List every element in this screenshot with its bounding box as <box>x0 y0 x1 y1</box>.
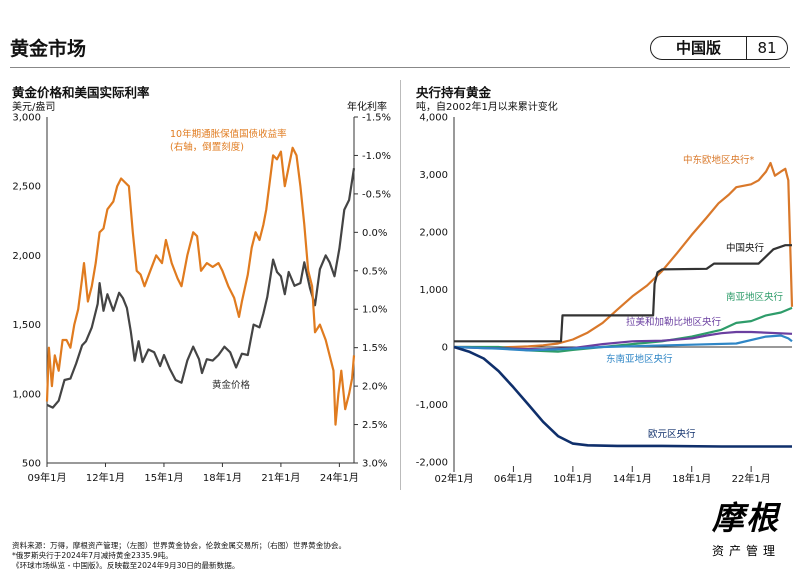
right-chart-x-tick-label: 18年1月 <box>672 472 711 485</box>
left-chart-right-tick-label: 2.5% <box>362 420 387 431</box>
right-chart-y-tick-label: 0 <box>442 343 448 354</box>
cee-central-bank-line <box>454 161 794 349</box>
left-chart-left-tick-label: 1,500 <box>12 320 41 331</box>
left-chart-right-tick-label: 3.0% <box>362 459 387 470</box>
right-chart-y-tick-label: -1,000 <box>416 400 448 411</box>
page-title: 黄金市场 <box>10 38 87 60</box>
right-chart-x-tick-label: 06年1月 <box>494 472 533 485</box>
left-chart-ylabel-left: 美元/盎司 <box>12 102 56 113</box>
left-chart-x-tick-label: 18年1月 <box>203 471 242 484</box>
left-chart-x-tick-label: 21年1月 <box>261 471 300 484</box>
right-chart-y-tick-label: -2,000 <box>416 458 448 469</box>
jp-morgan-logo: 摩根 资产管理 <box>700 500 792 559</box>
edition-tag: 中国版 81 <box>650 36 788 60</box>
right-chart-x-tick-label: 02年1月 <box>434 472 473 485</box>
right-chart-subtitle: 吨，自2002年1月以来累计变化 <box>416 102 558 113</box>
left-chart-right-tick-label: -0.5% <box>362 189 391 200</box>
left-chart-left-tick-label: 2,000 <box>12 251 41 262</box>
south-asia-central-bank-label: 南亚地区央行 <box>726 291 784 303</box>
china-central-bank-line <box>454 244 792 343</box>
left-chart-right-tick-label: -1.5% <box>362 113 391 124</box>
page-number: 81 <box>757 39 777 57</box>
right-chart-y-tick-label: 3,000 <box>419 170 448 181</box>
left-chart-ylabel-right: 年化利率 <box>347 102 387 113</box>
tips-yield-line <box>45 146 356 426</box>
right-chart-y-tick-label: 2,000 <box>419 228 448 239</box>
left-chart-right-tick-label: 1.5% <box>362 343 387 354</box>
right-chart-x-tick-label: 14年1月 <box>613 472 652 485</box>
eurozone-central-bank-label: 欧元区央行 <box>648 428 696 440</box>
china-central-bank-label: 中国央行 <box>726 242 765 254</box>
footnote-date: 《环球市场纵览 - 中国版》。反映截至2024年9月30日的最新数据。 <box>12 560 240 570</box>
tips-yield-annotation: 10年期通胀保值国债收益率 <box>170 128 287 140</box>
gold-price-annotation: 黄金价格 <box>212 379 251 391</box>
left-chart-left-tick-label: 1,000 <box>12 389 41 400</box>
edition-label: 中国版 <box>651 37 747 59</box>
right-chart-x-tick-label: 10年1月 <box>553 472 592 485</box>
southeast-asia-central-bank-line <box>453 334 793 352</box>
right-chart-title: 央行持有黄金 <box>416 85 492 100</box>
left-chart-right-tick-label: 2.0% <box>362 382 387 393</box>
latam-central-bank-label: 拉美和加勒比地区央行 <box>626 316 722 328</box>
tips-yield-annotation-note: (右轴，倒置刻度) <box>170 141 244 153</box>
left-chart-right-tick-label: -1.0% <box>362 151 391 162</box>
left-chart-x-tick-label: 24年1月 <box>320 471 359 484</box>
footnote-russia: *俄罗斯央行于2024年7月减持黄金2335.9吨。 <box>12 550 173 560</box>
chart-divider <box>400 80 401 490</box>
eurozone-central-bank-line <box>453 345 792 448</box>
left-chart-right-tick-label: 0.5% <box>362 266 387 277</box>
logo-sub-text: 资产管理 <box>711 544 780 558</box>
cee-central-bank-label: 中东欧地区央行* <box>683 154 755 166</box>
left-chart-x-tick-label: 15年1月 <box>144 471 183 484</box>
header-rule <box>10 67 790 68</box>
left-chart-x-tick-label: 12年1月 <box>86 471 125 484</box>
logo-main-text: 摩根 <box>711 499 780 537</box>
southeast-asia-central-bank-label: 东南亚地区央行 <box>606 353 673 365</box>
left-chart-left-tick-label: 500 <box>22 459 41 470</box>
left-chart-title: 黄金价格和美国实际利率 <box>12 85 150 100</box>
left-chart-x-tick-label: 09年1月 <box>27 471 66 484</box>
left-chart-left-tick-label: 3,000 <box>12 113 41 124</box>
gold-price-line <box>46 168 356 409</box>
left-chart-left-tick-label: 2,500 <box>12 182 41 193</box>
left-chart-right-tick-label: 1.0% <box>362 305 387 316</box>
footnote-source: 资料来源：万得，摩根资产管理；（左图）世界黄金协会，伦敦金属交易所；（右图）世界… <box>12 541 347 550</box>
left-chart-right-tick-label: 0.0% <box>362 228 387 239</box>
right-chart-x-tick-label: 22年1月 <box>732 472 771 485</box>
right-chart-y-tick-label: 4,000 <box>419 113 448 124</box>
right-chart-y-tick-label: 1,000 <box>419 285 448 296</box>
footnotes: 资料来源：万得，摩根资产管理；（左图）世界黄金协会，伦敦金属交易所；（右图）世界… <box>12 541 346 570</box>
